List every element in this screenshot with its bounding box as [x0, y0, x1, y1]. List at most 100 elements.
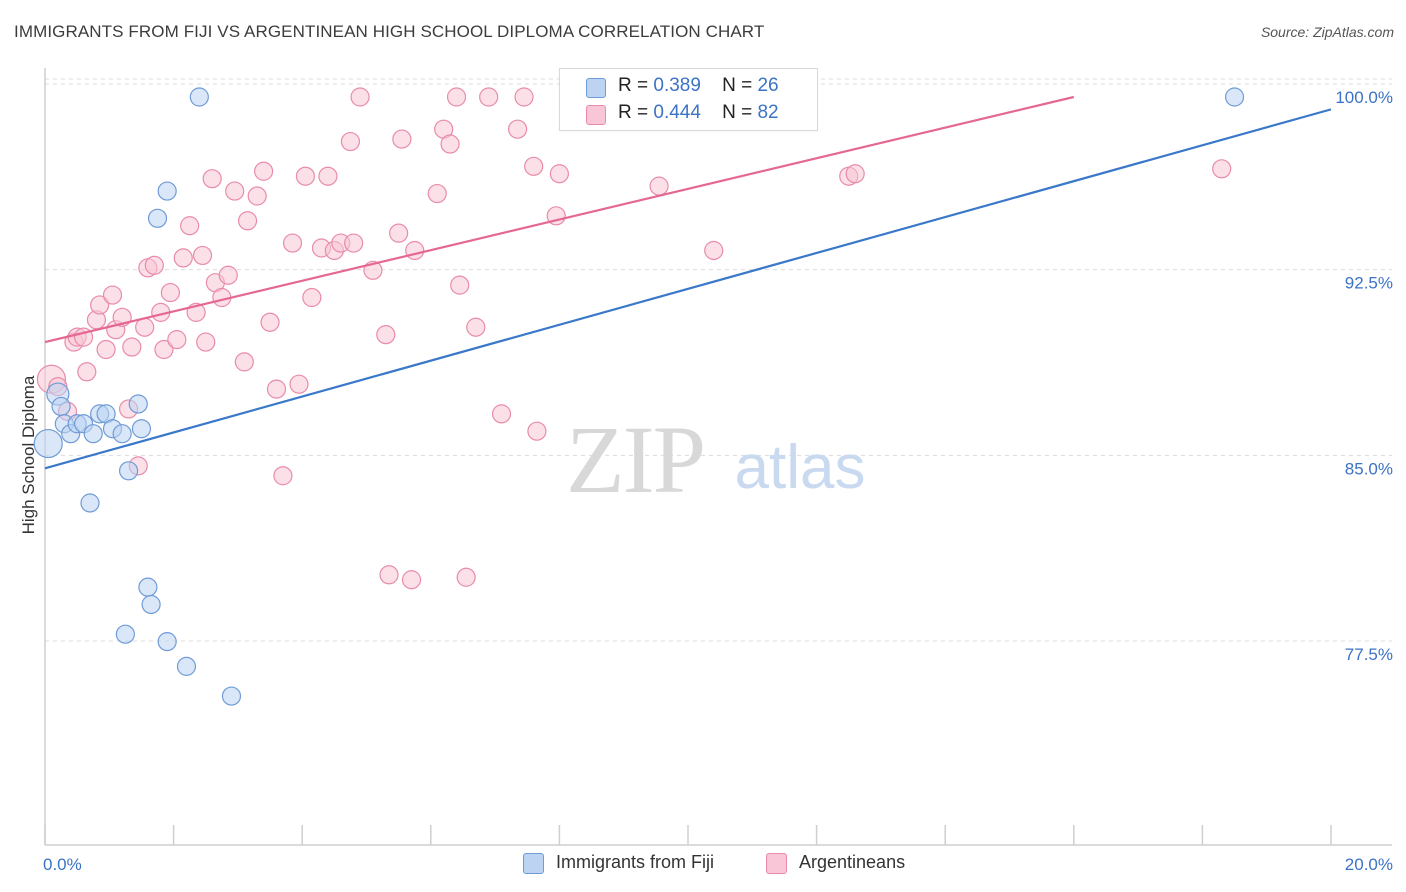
- point-fiji: [157, 181, 177, 201]
- point-argentineans: [154, 339, 174, 360]
- point-fiji: [176, 656, 197, 676]
- point-argentineans: [389, 223, 409, 243]
- point-argentineans: [180, 216, 200, 236]
- point-fiji: [138, 577, 158, 597]
- legend-n-label: N =: [722, 75, 753, 96]
- point-argentineans: [392, 129, 412, 149]
- point-fiji: [147, 208, 168, 228]
- point-fiji: [118, 461, 139, 481]
- y-tick-labels: 77.5% 85.0% 92.5% 100.0%: [1335, 88, 1393, 664]
- chart-title: IMMIGRANTS FROM FIJI VS ARGENTINEAN HIGH…: [14, 22, 765, 41]
- point-argentineans: [202, 169, 222, 189]
- point-fiji: [80, 493, 100, 513]
- legend-n-value-argentineans: 82: [757, 102, 779, 123]
- x-tick-label: 0.0%: [43, 855, 82, 874]
- bottom-legend-swatch-argentineans: [766, 853, 787, 874]
- bottom-legend-swatch-fiji: [523, 853, 544, 874]
- series-argentineans: [36, 87, 1232, 590]
- source-label: Source: ZipAtlas.com: [1260, 24, 1394, 40]
- point-argentineans: [427, 183, 447, 204]
- point-fiji: [51, 396, 71, 417]
- point-argentineans: [379, 565, 399, 585]
- legend-n-label: N =: [722, 102, 753, 123]
- point-argentineans: [295, 166, 316, 186]
- point-argentineans: [524, 156, 544, 176]
- point-argentineans: [234, 352, 254, 372]
- point-argentineans: [77, 362, 97, 382]
- y-tick-label: 85.0%: [1345, 459, 1393, 478]
- point-argentineans: [344, 233, 364, 253]
- point-argentineans: [456, 567, 476, 587]
- stats-legend: R = 0.389 N = 26 R = 0.444 N = 82: [559, 68, 818, 131]
- point-argentineans: [508, 119, 528, 139]
- point-argentineans: [160, 282, 180, 303]
- point-fiji: [115, 624, 135, 644]
- point-fiji: [157, 632, 177, 652]
- watermark-zip: ZIP: [566, 406, 704, 513]
- trend-lines: [44, 95, 1332, 470]
- point-argentineans: [466, 317, 486, 337]
- point-argentineans: [440, 134, 460, 154]
- point-argentineans: [549, 164, 570, 184]
- bottom-legend-label-fiji: Immigrants from Fiji: [556, 852, 715, 872]
- legend-r-value-fiji: 0.389: [653, 75, 701, 96]
- point-fiji: [189, 87, 209, 107]
- point-argentineans: [350, 87, 370, 107]
- point-argentineans: [254, 161, 274, 181]
- legend-r-label: R =: [618, 102, 649, 123]
- point-argentineans: [491, 404, 512, 424]
- point-argentineans: [845, 164, 865, 184]
- point-argentineans: [450, 275, 470, 295]
- point-argentineans: [401, 570, 422, 590]
- watermark-atlas: atlas: [735, 433, 866, 502]
- point-argentineans: [218, 265, 238, 285]
- trend-line-fiji: [44, 108, 1332, 470]
- legend-r-value-argentineans: 0.444: [653, 102, 701, 123]
- legend-swatch-fiji: [586, 78, 606, 98]
- y-tick-label: 77.5%: [1345, 645, 1393, 664]
- point-fiji: [33, 428, 63, 459]
- point-argentineans: [649, 176, 669, 196]
- point-fiji: [141, 594, 161, 615]
- y-tick-label: 92.5%: [1345, 274, 1393, 293]
- point-argentineans: [527, 421, 547, 441]
- point-argentineans: [144, 255, 164, 275]
- x-tick-label: 20.0%: [1345, 855, 1393, 874]
- point-argentineans: [446, 87, 467, 107]
- point-argentineans: [237, 211, 258, 231]
- point-fiji: [221, 686, 242, 706]
- point-argentineans: [225, 181, 245, 201]
- point-argentineans: [96, 339, 116, 360]
- x-tick-labels: 0.0% 20.0%: [43, 855, 1393, 874]
- point-fiji: [83, 424, 103, 444]
- point-argentineans: [192, 245, 213, 266]
- point-argentineans: [266, 379, 287, 399]
- y-tick-label: 100.0%: [1335, 88, 1393, 107]
- axes: [44, 68, 1392, 846]
- trend-line-argentineans: [44, 95, 1075, 344]
- point-argentineans: [340, 131, 361, 152]
- bottom-legend-label-argentineans: Argentineans: [799, 852, 906, 872]
- point-argentineans: [102, 285, 123, 305]
- y-axis-label: High School Diploma: [19, 375, 38, 534]
- point-argentineans: [289, 374, 309, 394]
- point-argentineans: [273, 466, 293, 486]
- point-argentineans: [704, 240, 724, 261]
- point-argentineans: [167, 330, 187, 350]
- series-immigrants-from-fiji: [33, 87, 1245, 706]
- point-argentineans: [90, 295, 110, 315]
- point-argentineans: [173, 248, 193, 268]
- point-argentineans: [302, 287, 322, 308]
- legend-swatch-argentineans: [586, 105, 606, 125]
- point-fiji: [1224, 87, 1245, 107]
- point-argentineans: [196, 332, 216, 352]
- point-argentineans: [247, 186, 267, 206]
- point-fiji: [128, 394, 148, 414]
- point-argentineans: [122, 337, 142, 357]
- point-argentineans: [282, 233, 303, 253]
- point-fiji: [131, 419, 152, 439]
- legend-n-value-fiji: 26: [757, 75, 779, 96]
- point-argentineans: [318, 166, 338, 186]
- point-argentineans: [405, 240, 425, 261]
